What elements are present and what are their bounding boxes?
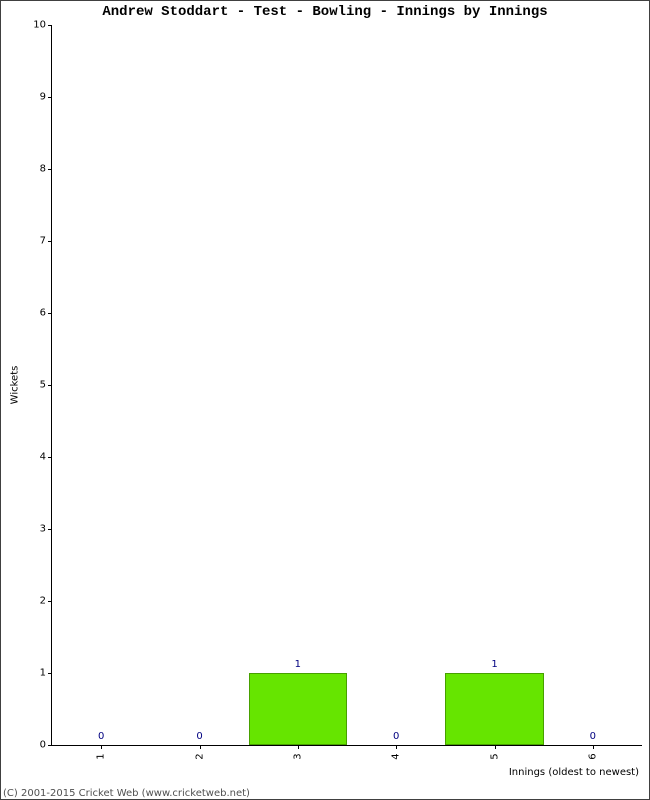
y-tick-label: 0 [40,740,46,751]
y-tick-label: 4 [40,452,46,463]
chart-container: Andrew Stoddart - Test - Bowling - Innin… [0,0,650,800]
x-tick-label: 4 [391,753,402,759]
y-tick-label: 5 [40,380,46,391]
y-tick [48,241,52,242]
y-tick-label: 9 [40,92,46,103]
y-tick-label: 8 [40,164,46,175]
bar [249,673,347,745]
bar-value-label: 1 [491,659,497,670]
chart-title: Andrew Stoddart - Test - Bowling - Innin… [1,4,649,20]
x-tick [200,745,201,749]
y-tick-label: 10 [33,20,46,31]
y-tick [48,457,52,458]
bar-value-label: 0 [196,731,202,742]
y-tick [48,169,52,170]
x-tick [593,745,594,749]
x-tick-label: 1 [96,753,107,759]
y-axis-label: Wickets [10,366,21,405]
y-tick-label: 1 [40,668,46,679]
y-tick [48,25,52,26]
y-tick [48,313,52,314]
x-tick [495,745,496,749]
x-tick-label: 6 [587,753,598,759]
y-tick [48,385,52,386]
x-tick [298,745,299,749]
copyright-text: (C) 2001-2015 Cricket Web (www.cricketwe… [3,788,250,799]
bar-value-label: 0 [98,731,104,742]
x-tick-label: 5 [489,753,500,759]
plot-area: 012345678910102031405160 [51,25,642,746]
y-tick [48,673,52,674]
x-tick-label: 2 [194,753,205,759]
bar [445,673,543,745]
bar-value-label: 0 [393,731,399,742]
y-tick [48,529,52,530]
y-tick-label: 7 [40,236,46,247]
y-tick [48,745,52,746]
x-axis-label: Innings (oldest to newest) [509,767,639,778]
x-tick [396,745,397,749]
y-tick-label: 2 [40,596,46,607]
x-tick-label: 3 [292,753,303,759]
y-tick-label: 3 [40,524,46,535]
x-tick [101,745,102,749]
y-tick [48,601,52,602]
bar-value-label: 0 [590,731,596,742]
y-tick [48,97,52,98]
y-tick-label: 6 [40,308,46,319]
bar-value-label: 1 [295,659,301,670]
